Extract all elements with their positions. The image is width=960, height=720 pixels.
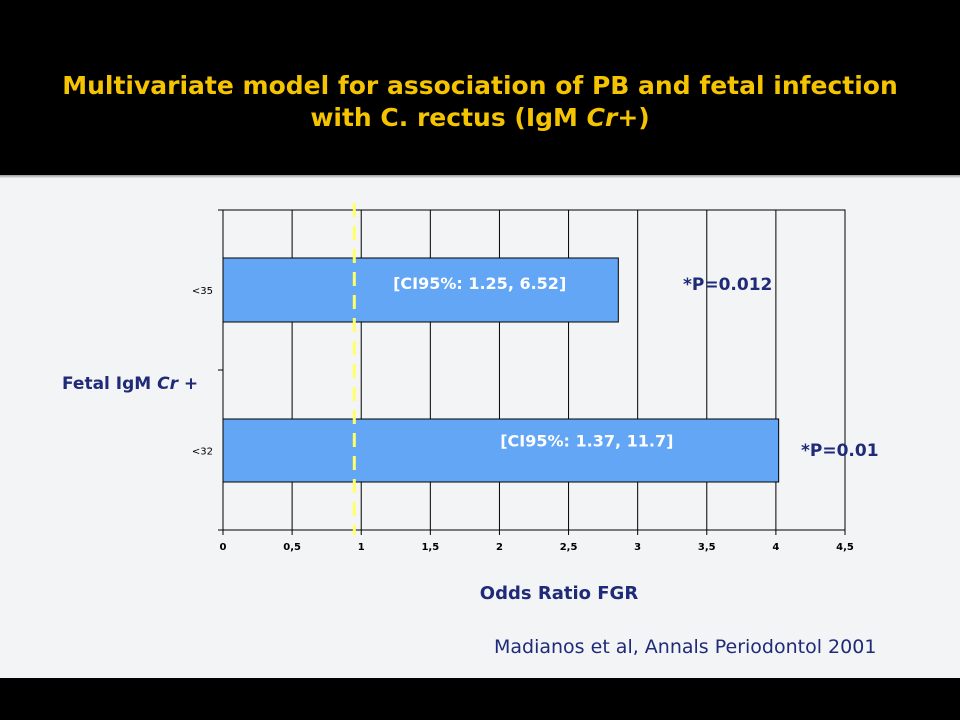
x-tick-label: 1	[358, 542, 365, 553]
x-tick-label: 0,5	[283, 542, 301, 553]
ci-label-0: [CI95%: 1.25, 6.52]	[393, 274, 566, 293]
citation: Madianos et al, Annals Periodontol 2001	[494, 636, 877, 658]
bar-1	[222, 418, 780, 483]
chart-bars	[222, 257, 780, 483]
x-tick-label: 0	[220, 542, 227, 553]
title-line-1: Multivariate model for association of PB…	[62, 71, 898, 100]
x-tick-label: 2	[496, 542, 503, 553]
title-line-2: with C. rectus (IgM Cr+)	[310, 103, 650, 132]
x-tick-label: 4,5	[836, 542, 854, 553]
y-axis-label: Fetal IgM Cr +	[62, 374, 198, 394]
x-tick-label: 3,5	[698, 542, 716, 553]
p-value-1: *P=0.01	[801, 441, 879, 461]
x-tick-label: 1,5	[421, 542, 439, 553]
p-value-0: *P=0.012	[683, 275, 772, 295]
chart-text: 0 0,5 1 1,5 2 2,5 3 3,5 4 4,5 <35 [CI95%: 1.25, 6.5…	[192, 274, 879, 553]
chart-axes	[218, 209, 846, 535]
x-tick-label: 4	[772, 542, 779, 553]
category-label-1: <32	[192, 447, 213, 458]
bottom-band	[0, 678, 960, 720]
slide-header	[0, 0, 960, 174]
x-axis-label: Odds Ratio FGR	[480, 583, 639, 604]
category-label-0: <35	[192, 286, 213, 297]
x-tick-label: 3	[634, 542, 641, 553]
ci-label-1: [CI95%: 1.37, 11.7]	[500, 432, 673, 451]
slide-title: Multivariate model for association of PB…	[0, 70, 960, 134]
header-divider	[0, 175, 960, 178]
x-tick-label: 2,5	[560, 542, 578, 553]
bar-0	[222, 257, 619, 323]
